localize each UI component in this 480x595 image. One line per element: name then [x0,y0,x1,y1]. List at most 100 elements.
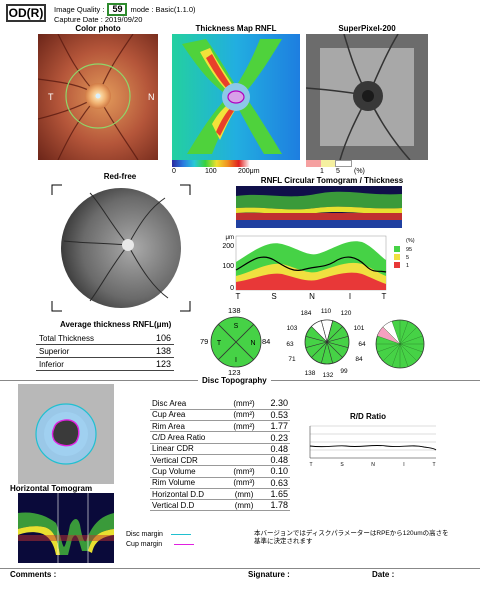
clock-value-5: 64 [358,341,366,348]
param-value: 0.48 [261,443,290,455]
rnfl-legend-5: 5 [406,255,409,261]
superpixel-deviation-pie [374,318,426,370]
clock-value-3: 120 [341,310,352,317]
param-value: 1.65 [261,488,290,501]
param-label: Horizontal D.D [150,488,228,501]
param-label: Linear CDR [150,443,228,455]
image-quality: Image Quality :59 mode : Basic(1.1.0) [54,3,196,16]
param-value: 0.23 [261,431,290,444]
param-value: 1.77 [261,420,290,433]
table-row: Total Thickness 106 [36,332,174,345]
thickness-scale-100: 100 [205,168,217,175]
param-value: 0.53 [261,409,290,422]
rnfl-x-tick-t2: T [382,292,387,301]
rd-ratio-chart: T S N I T [306,422,440,472]
rd-tick-n: N [371,462,375,468]
table-row: Disc Area (mm²) 2.30 [150,398,290,410]
quadrant-i-label: I [235,357,237,364]
date-label: Date : [372,570,395,579]
param-unit: (mm) [227,499,262,512]
param-label: Vertical CDR [150,454,228,467]
disc-margin-legend: Disc margin [126,531,191,538]
row-label: Inferior [36,357,139,371]
param-label: Cup Area [150,409,228,422]
superpixel-scale-1: 1 [320,168,324,175]
clock-value-1: 184 [301,310,312,317]
clock-value-8: 132 [323,372,334,378]
row-label: Total Thickness [36,332,139,345]
table-row: Linear CDR 0.48 [150,443,290,455]
image-quality-value: 59 [107,3,128,16]
clock-value-6: 84 [355,356,363,363]
clock-hour-chart: 184 110 120 101 64 84 99 132 138 71 63 1… [284,306,370,379]
superpixel-title: SuperPixel-200 [338,24,396,33]
disc-topography-title: Disc Topography [198,376,271,385]
row-value: 138 [138,344,174,358]
rnfl-tomogram-image [236,186,402,228]
table-row: Inferior 123 [36,357,174,371]
eye-indicator: OD(R) [6,4,46,22]
param-unit [227,454,262,467]
horizontal-tomogram-image [18,493,114,563]
disc-margin-swatch [170,533,191,535]
red-free-image [50,183,192,313]
rd-tick-t2: T [432,462,435,468]
rnfl-thickness-svg: μm 200 100 0 T S N I T (%) 95 5 1 [222,235,415,301]
comments-label: Comments : [10,570,57,579]
quadrant-chart: S T N I [210,316,262,368]
signature-label: Signature : [248,570,290,579]
clock-value-11: 63 [286,341,294,348]
rnfl-y-tick-200: 200 [222,243,234,250]
param-value: 0.48 [261,454,290,467]
rd-tick-s: S [340,462,344,468]
disc-parameters-table: Disc Area (mm²) 2.30 Cup Area (mm²) 0.53 Rim… [150,398,290,512]
rnfl-x-tick-s: S [271,292,276,301]
rnfl-tomogram-title: RNFL Circular Tomogram / Thickness [260,176,404,185]
avg-thickness-title: Average thickness RNFL(μm) [60,320,172,329]
param-unit: (mm²) [227,420,262,433]
param-label: Rim Volume [150,477,228,489]
color-photo-nasal-label: N [148,92,155,102]
footer-divider [0,568,480,569]
thickness-scale-200: 200μm [238,168,260,175]
disc-margin-label: Disc margin [126,531,163,538]
rnfl-legend-pct: (%) [406,238,415,244]
rnfl-x-tick-i: I [349,292,351,301]
param-value: 0.10 [261,465,290,478]
rnfl-x-tick-n: N [309,292,315,301]
table-row: Cup Area (mm²) 0.53 [150,409,290,422]
superpixel-image [306,34,428,160]
superpixel-scale-pct: (%) [354,168,365,175]
param-label: Vertical D.D [150,499,228,512]
param-unit: (mm²) [227,409,262,422]
table-row: Rim Volume (mm³) 0.63 [150,477,290,489]
row-value: 123 [138,357,174,371]
quadrant-t-label: T [217,340,222,347]
param-value: 1.78 [261,499,290,512]
quadrant-bottom-value: 123 [228,368,241,377]
param-label: Rim Area [150,420,228,433]
rd-tick-t1: T [309,462,312,468]
param-label: Disc Area [150,398,228,410]
table-row: Rim Area (mm²) 1.77 [150,420,290,433]
clock-value-4: 101 [354,325,365,332]
color-photo-title: Color photo [75,24,121,33]
rnfl-x-tick-t1: T [236,292,241,301]
horizontal-tomogram-title: Horizontal Tomogram [10,484,93,493]
thickness-scale-0: 0 [172,168,176,175]
color-photo-temporal-label: T [48,92,54,102]
param-value: 0.63 [261,477,290,489]
cup-margin-label: Cup margin [126,541,163,548]
row-value: 106 [138,332,174,345]
thickness-map-title: Thickness Map RNFL [195,24,277,33]
thickness-color-scale [172,160,250,167]
table-row: Superior 138 [36,344,174,358]
param-unit: (mm²) [227,398,262,410]
disc-topography-image [18,384,114,484]
table-row: Vertical D.D (mm) 1.78 [150,499,290,512]
cup-margin-swatch [174,543,195,545]
rd-ratio-title: R/D Ratio [350,412,386,421]
thickness-map-image [172,34,300,160]
rd-tick-i: I [403,462,404,468]
rnfl-thickness-chart: μm 200 100 0 T S N I T (%) 95 5 1 [222,232,432,310]
